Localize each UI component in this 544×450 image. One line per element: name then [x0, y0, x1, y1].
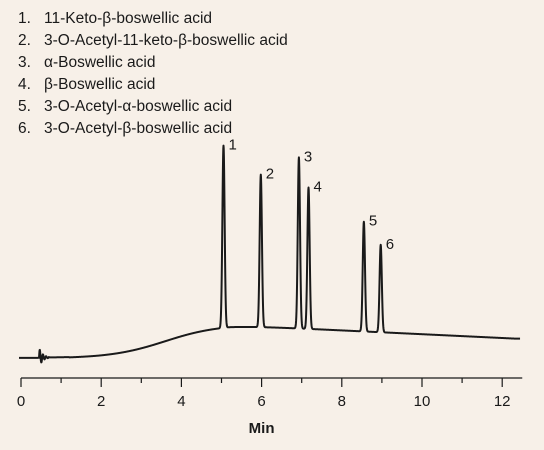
x-ticks: 0 2 4 6 8 10 12 — [17, 378, 511, 410]
legend-item-1: 1. 11-Keto-β-boswellic acid — [18, 10, 213, 27]
peak-label-3: 3 — [304, 148, 312, 165]
trace-layer — [18, 144, 521, 364]
x-tick-label: 4 — [177, 393, 185, 410]
legend-item-6: 6. 3-O-Acetyl-β-boswellic acid — [18, 120, 233, 137]
legend-item-4: 4. β-Boswellic acid — [18, 76, 156, 93]
x-tick-label: 6 — [257, 393, 265, 410]
peak-label-5: 5 — [369, 213, 377, 230]
x-tick-label: 12 — [494, 393, 511, 410]
peak-label-1: 1 — [229, 137, 237, 154]
legend: 1. 11-Keto-β-boswellic acid 2. 3-O-Acetyl-… — [18, 8, 288, 140]
peak-label-4: 4 — [314, 179, 322, 196]
legend-item-5: 5. 3-O-Acetyl-α-boswellic acid — [18, 98, 233, 115]
x-axis-title: Min — [249, 420, 275, 437]
chromatogram-trace — [18, 144, 521, 364]
x-tick-label: 10 — [414, 393, 431, 410]
x-tick-label: 2 — [97, 393, 105, 410]
legend-item-2: 2. 3-O-Acetyl-11-keto-β-boswellic acid — [18, 32, 288, 49]
x-tick-label: 8 — [338, 393, 346, 410]
legend-item-3: 3. α-Boswellic acid — [18, 54, 156, 71]
x-tick-label: 0 — [17, 393, 25, 410]
peak-label-6: 6 — [386, 236, 394, 253]
peak-label-2: 2 — [266, 166, 274, 183]
